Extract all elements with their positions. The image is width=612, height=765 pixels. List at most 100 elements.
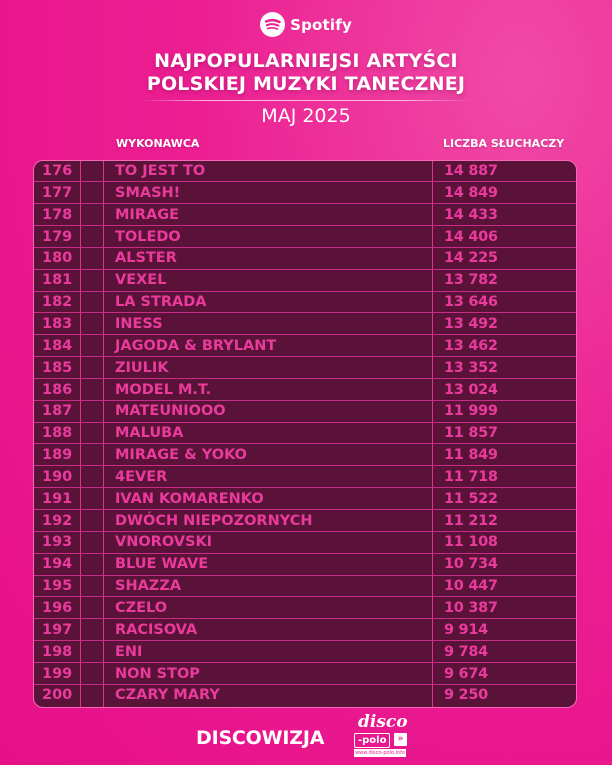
artist-cell: MIRAGE & YOKO	[115, 447, 247, 464]
artist-cell: DWÓCH NIEPOZORNYCH	[115, 512, 313, 529]
listeners-cell: 9 674	[444, 665, 488, 682]
table-row: 191 IVAN KOMARENKO 11 522	[34, 489, 576, 511]
table-row: 187 MATEUNIOOO 11 999	[34, 401, 576, 423]
polo-word: -polo	[354, 733, 391, 748]
artist-cell: MIRAGE	[115, 206, 180, 223]
artist-cell: SHAZZA	[115, 578, 182, 595]
listeners-cell: 11 108	[444, 534, 498, 551]
table-row: 180 ALSTER 14 225	[34, 248, 576, 270]
title-line-1: NAJPOPULARNIEJSI ARTYŚCI	[154, 50, 458, 72]
column-divider	[103, 161, 104, 707]
artist-cell: MALUBA	[115, 425, 184, 442]
rank-cell: 185	[42, 359, 73, 376]
table-row: 190 4EVER 11 718	[34, 467, 576, 489]
listeners-cell: 14 225	[444, 250, 498, 267]
artist-cell: CZARY MARY	[115, 687, 220, 704]
listeners-cell: 14 406	[444, 228, 498, 245]
table-row: 198 ENI 9 784	[34, 642, 576, 663]
table-row: 177 SMASH! 14 849	[34, 183, 576, 205]
listeners-cell: 9 250	[444, 687, 488, 704]
rank-cell: 187	[42, 403, 73, 420]
artist-cell: TO JEST TO	[115, 163, 206, 179]
column-header-listeners: LICZBA SŁUCHACZY	[443, 137, 565, 150]
rank-cell: 190	[42, 468, 73, 485]
artist-cell: IVAN KOMARENKO	[115, 490, 264, 507]
table-row: 192 DWÓCH NIEPOZORNYCH 11 212	[34, 511, 576, 532]
rank-cell: 178	[42, 206, 73, 223]
rank-cell: 184	[42, 337, 73, 354]
rank-cell: 176	[42, 163, 73, 179]
table-row: 194 BLUE WAVE 10 734	[34, 554, 576, 576]
rank-cell: 189	[42, 447, 73, 464]
rank-cell: 182	[42, 294, 73, 311]
column-divider	[80, 161, 81, 707]
artist-cell: ALSTER	[115, 250, 177, 267]
listeners-cell: 11 999	[444, 403, 498, 420]
table-row: 195 SHAZZA 10 447	[34, 576, 576, 598]
artist-cell: BLUE WAVE	[115, 556, 209, 573]
table-row: 179 TOLEDO 14 406	[34, 227, 576, 248]
listeners-cell: 14 887	[444, 163, 498, 179]
rank-cell: 194	[42, 556, 73, 573]
table-row: 181 VEXEL 13 782	[34, 270, 576, 292]
rank-cell: 195	[42, 578, 73, 595]
disco-word: disco	[358, 712, 408, 732]
table-row: 183 INESS 13 492	[34, 314, 576, 336]
spotify-icon	[260, 12, 286, 37]
rank-cell: 183	[42, 315, 73, 332]
rank-cell: 198	[42, 643, 73, 660]
disco-polo-logo: disco -polo » www.disco-polo.info	[352, 713, 408, 758]
listeners-cell: 13 646	[444, 294, 498, 311]
table-row: 197 RACISOVA 9 914	[34, 620, 576, 642]
rank-cell: 200	[42, 687, 73, 704]
rank-cell: 192	[42, 512, 73, 529]
rank-cell: 177	[42, 184, 73, 201]
listeners-cell: 14 849	[444, 184, 498, 201]
listeners-cell: 13 492	[444, 315, 498, 332]
artist-cell: SMASH!	[115, 184, 181, 201]
rank-cell: 193	[42, 534, 73, 551]
table-row: 184 JAGODA & BRYLANT 13 462	[34, 336, 576, 358]
table-row: 188 MALUBA 11 857	[34, 423, 576, 445]
rank-cell: 188	[42, 425, 73, 442]
rank-cell: 179	[42, 228, 73, 245]
spotify-logo: Spotify	[0, 12, 612, 37]
table-row: 200 CZARY MARY 9 250	[34, 685, 576, 706]
artist-cell: CZELO	[115, 600, 168, 616]
artist-cell: MODEL M.T.	[115, 381, 212, 398]
artist-cell: RACISOVA	[115, 621, 198, 638]
title-line-2: POLSKIEJ MUZYKI TANECZNEJ	[146, 73, 466, 95]
listeners-cell: 10 447	[444, 578, 498, 595]
month-subtitle: MAJ 2025	[261, 105, 351, 127]
listeners-cell: 11 849	[444, 447, 498, 464]
table-row: 185 ZIULIK 13 352	[34, 358, 576, 379]
spotify-wordmark: Spotify	[290, 15, 352, 34]
artist-cell: JAGODA & BRYLANT	[115, 337, 277, 354]
table-row: 182 LA STRADA 13 646	[34, 292, 576, 314]
rank-cell: 197	[42, 621, 73, 638]
listeners-cell: 13 462	[444, 337, 498, 354]
artist-cell: NON STOP	[115, 665, 200, 682]
rank-cell: 191	[42, 490, 73, 507]
discowizja-logo: DISCOWIZJA	[196, 727, 325, 749]
listeners-cell: 9 914	[444, 621, 488, 638]
artist-cell: VNOROVSKI	[115, 534, 213, 551]
column-divider	[432, 161, 433, 707]
fast-forward-icon: »	[394, 733, 407, 746]
rank-cell: 180	[42, 250, 73, 267]
listeners-cell: 11 522	[444, 490, 498, 507]
table-row: 186 MODEL M.T. 13 024	[34, 380, 576, 401]
listeners-cell: 9 784	[444, 643, 488, 660]
rank-cell: 186	[42, 381, 73, 398]
artist-cell: ZIULIK	[115, 359, 169, 376]
listeners-cell: 14 433	[444, 206, 498, 223]
rank-cell: 181	[42, 272, 73, 289]
column-header-artist: WYKONAWCA	[116, 137, 200, 150]
artist-cell: ENI	[115, 643, 143, 660]
partner-url: www.disco-polo.info	[354, 749, 406, 757]
artist-cell: VEXEL	[115, 272, 167, 289]
table-row: 199 NON STOP 9 674	[34, 664, 576, 685]
artist-cell: 4EVER	[115, 468, 168, 485]
rank-cell: 199	[42, 665, 73, 682]
listeners-cell: 13 782	[444, 272, 498, 289]
